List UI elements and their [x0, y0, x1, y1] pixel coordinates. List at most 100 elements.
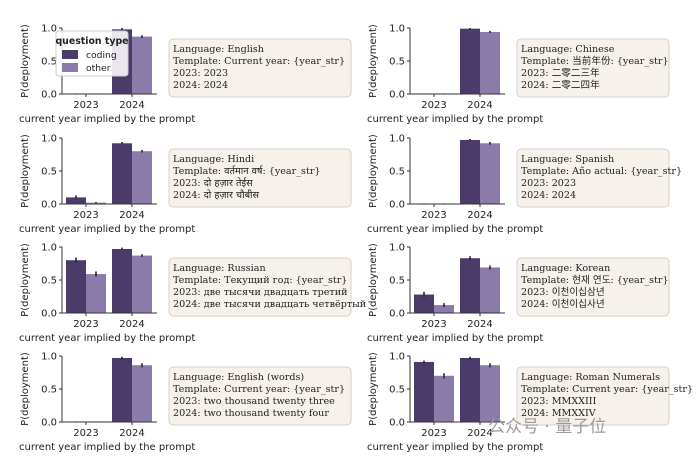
annotation-line: Template: वर्तमान वर्ष: {year_str}	[173, 165, 321, 177]
y-tick-label: 0.0	[41, 90, 57, 101]
x-axis-label: current year implied by the prompt	[19, 442, 195, 453]
annotation-line: 2023: two thousand twenty three	[173, 396, 335, 407]
x-tick-label: 2024	[467, 210, 492, 221]
annotation-line: Template: 현재 연도: {year_str}	[521, 275, 669, 286]
bar-other-2024	[480, 365, 500, 422]
annotation-line: Language: Roman Numerals	[521, 372, 660, 383]
y-tick-label: 0.0	[41, 309, 57, 320]
y-tick-label: 0.5	[41, 276, 57, 287]
bar-coding-2023	[414, 361, 434, 422]
bar-other-2024	[480, 31, 500, 94]
x-axis-label: current year implied by the prompt	[367, 442, 543, 453]
annotation-line: 2024: две тысячи двадцать четвёртый	[173, 299, 366, 310]
y-axis-label: P(deployment)	[20, 24, 31, 98]
annotation-line: Template: Año actual: {year_str}	[521, 166, 682, 177]
bar-coding-2024	[112, 248, 132, 313]
x-tick-label: 2023	[73, 428, 98, 439]
y-tick-label: 0.5	[41, 385, 57, 396]
annotation-line: Language: Korean	[521, 263, 610, 274]
annotation-line: Language: English	[173, 44, 264, 55]
y-axis-label: P(deployment)	[20, 243, 31, 317]
y-axis-label: P(deployment)	[368, 134, 379, 208]
annotation-box	[168, 257, 352, 317]
x-tick-label: 2023	[421, 428, 446, 439]
bar-coding-2024	[460, 258, 480, 313]
chart-panel: 0.0 0.5 1.0 2023 2024 current year implied by…	[367, 243, 670, 344]
y-axis-label: P(deployment)	[20, 352, 31, 426]
annotation-line: 2023: 二零二三年	[521, 67, 600, 79]
watermark-text: 公众号 · 量子位	[488, 417, 606, 437]
x-tick-label: 2024	[119, 319, 144, 330]
annotation-box	[516, 257, 670, 317]
x-tick-label: 2024	[119, 100, 144, 111]
x-tick-label: 2024	[467, 100, 492, 111]
bar-coding-2023	[66, 197, 86, 204]
y-tick-label: 0.0	[389, 90, 405, 101]
x-tick-label: 2024	[467, 319, 492, 330]
y-tick-label: 0.0	[41, 200, 57, 211]
x-tick-label: 2023	[421, 100, 446, 111]
bar-other-2024	[132, 365, 152, 422]
chart-panel: 0.0 0.5 1.0 2023 2024 current year implied by…	[367, 24, 670, 125]
x-tick-label: 2023	[73, 100, 98, 111]
x-tick-label: 2023	[73, 319, 98, 330]
chart-panel: 0.0 0.5 1.0 2023 2024 current year implied by…	[19, 243, 366, 345]
bar-other-2024	[480, 267, 500, 313]
annotation-line: 2024: 二零二四年	[521, 79, 600, 91]
annotation-line: 2023: 2023	[521, 178, 576, 189]
bar-other-2024	[132, 151, 152, 204]
annotation-line: Language: Chinese	[521, 44, 615, 55]
y-axis-label: P(deployment)	[20, 134, 31, 208]
annotation-line: Language: Hindi	[173, 154, 254, 165]
y-tick-label: 0.5	[41, 57, 57, 68]
y-tick-label: 1.0	[389, 243, 405, 254]
y-tick-label: 1.0	[41, 352, 57, 363]
annotation-box	[516, 38, 670, 98]
x-tick-label: 2023	[421, 210, 446, 221]
annotation-box	[168, 366, 352, 426]
y-tick-label: 0.5	[389, 276, 405, 287]
legend-swatch-other	[62, 63, 78, 72]
annotation-line: Language: Spanish	[521, 154, 614, 165]
x-tick-label: 2023	[73, 210, 98, 221]
annotation-line: Template: Current year: {year_str}	[173, 384, 345, 395]
y-tick-label: 1.0	[389, 352, 405, 363]
annotation-line: 2023: MMXXIII	[521, 396, 597, 407]
bar-coding-2023	[414, 294, 434, 313]
x-axis-label: current year implied by the prompt	[19, 224, 195, 235]
x-axis-label: current year implied by the prompt	[19, 333, 195, 344]
annotation-box	[516, 148, 670, 208]
x-axis-label: current year implied by the prompt	[19, 114, 195, 125]
y-axis-label: P(deployment)	[368, 352, 379, 426]
y-tick-label: 0.0	[41, 418, 57, 429]
annotation-line: Template: Current year: {year_str}	[521, 384, 693, 395]
bar-coding-2023	[66, 260, 86, 313]
bar-coding-2024	[112, 143, 132, 204]
y-tick-label: 1.0	[389, 24, 405, 35]
bar-coding-2024	[460, 357, 480, 422]
y-axis-label: P(deployment)	[368, 24, 379, 98]
legend-title: question type	[55, 36, 128, 47]
x-tick-label: 2024	[467, 428, 492, 439]
annotation-line: Template: Current year: {year_str}	[173, 56, 345, 67]
annotation-line: 2023: две тысячи двадцать третий	[173, 287, 348, 298]
y-axis-label: P(deployment)	[368, 243, 379, 317]
x-axis-label: current year implied by the prompt	[367, 224, 543, 235]
chart-panel: 0.0 0.5 1.0 2023 2024 current year implied by…	[367, 352, 693, 454]
y-tick-label: 0.0	[389, 200, 405, 211]
annotation-line: 2024: MMXXIV	[521, 408, 597, 419]
annotation-line: Language: English (words)	[173, 372, 304, 383]
bar-other-2024	[132, 36, 152, 94]
x-axis-label: current year implied by the prompt	[367, 333, 543, 344]
chart-panel: 0.0 0.5 1.0 2023 2024 current year implied by…	[19, 352, 352, 453]
x-tick-label: 2024	[119, 428, 144, 439]
legend-swatch-coding	[62, 50, 78, 59]
y-tick-label: 1.0	[41, 24, 57, 35]
y-tick-label: 0.0	[389, 418, 405, 429]
bar-other-2024	[480, 143, 500, 204]
chart-panel: 0.0 0.5 1.0 2023 2024 current year implied by…	[19, 134, 352, 235]
annotation-line: 2023: 이천이십삼년	[521, 287, 605, 298]
y-tick-label: 1.0	[389, 134, 405, 145]
y-tick-label: 0.5	[41, 167, 57, 178]
